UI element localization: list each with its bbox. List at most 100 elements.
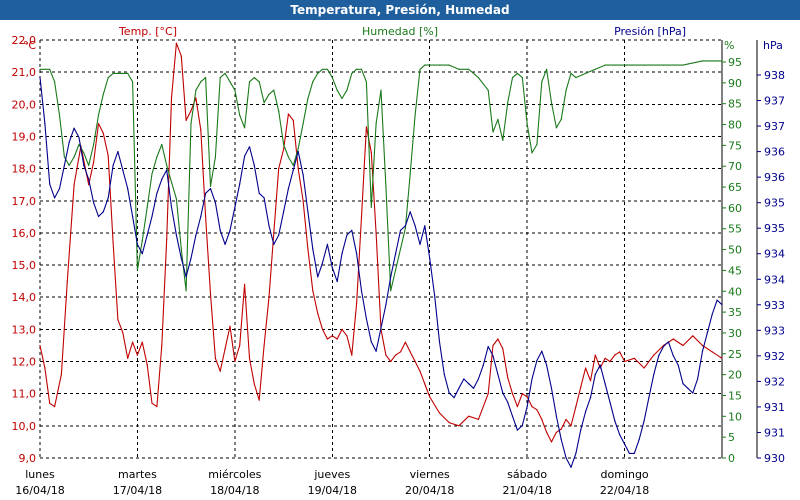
temp-tick-label: 22,0 — [12, 34, 37, 47]
temp-data-point — [511, 393, 514, 395]
pressure-data-point — [326, 243, 328, 245]
humidity-data-point — [458, 68, 460, 70]
temp-tick-label: 19,0 — [12, 130, 37, 143]
humidity-data-point — [546, 68, 548, 70]
temp-data-point — [136, 354, 138, 356]
temp-data-point — [682, 344, 684, 347]
humidity-tick-label: 70 — [728, 160, 742, 173]
humidity-data-point — [438, 64, 441, 66]
pressure-data-point — [653, 373, 655, 375]
temp-data-point — [521, 393, 523, 395]
humidity-tick-label: 35 — [728, 306, 742, 319]
temp-data-point — [190, 110, 192, 112]
humidity-data-point — [565, 89, 567, 91]
humidity-tick-label: 0 — [728, 452, 735, 465]
temp-data-point — [541, 418, 543, 420]
temp-data-point — [701, 344, 704, 347]
temp-data-point — [170, 97, 173, 99]
humidity-data-point — [419, 68, 421, 70]
humidity-tick-label: 5 — [728, 431, 735, 444]
temp-tick-label: 21,0 — [12, 66, 37, 79]
humidity-unit-label: % — [724, 39, 734, 52]
humidity-data-point — [424, 64, 426, 66]
temp-data-point — [312, 290, 314, 292]
humidity-data-point — [375, 123, 377, 125]
temp-data-point — [468, 415, 470, 417]
pressure-series-line — [39, 77, 723, 468]
temp-data-point — [336, 338, 338, 340]
pressure-data-point — [682, 383, 684, 385]
humidity-data-point — [170, 181, 173, 183]
pressure-data-point — [54, 197, 56, 199]
humidity-tick-label: 60 — [728, 202, 742, 215]
humidity-tick-label: 85 — [728, 98, 742, 111]
humidity-tick-label: 10 — [728, 410, 742, 423]
humidity-data-point — [297, 148, 299, 150]
humidity-data-point — [604, 64, 606, 66]
temp-data-point — [248, 357, 251, 359]
day-date-label: 20/04/18 — [405, 484, 454, 497]
pressure-data-point — [268, 225, 270, 227]
humidity-data-point — [351, 72, 353, 74]
temp-data-point — [175, 42, 177, 44]
humidity-data-point — [156, 156, 158, 158]
humidity-data-point — [502, 139, 504, 141]
pressure-data-point — [711, 313, 713, 315]
temp-data-point — [161, 344, 163, 347]
pressure-data-point — [570, 466, 572, 468]
humidity-tick-label: 30 — [728, 327, 742, 340]
pressure-data-point — [624, 443, 626, 445]
temp-data-point — [614, 354, 616, 356]
pressure-data-point — [170, 206, 173, 208]
temp-data-point — [424, 383, 426, 385]
humidity-data-point — [166, 164, 168, 166]
temp-data-point — [448, 422, 450, 424]
pressure-data-point — [102, 211, 104, 213]
pressure-tick-label: 936 — [764, 171, 785, 184]
pressure-data-point — [122, 169, 124, 171]
day-name-label: domingo — [600, 468, 648, 481]
pressure-tick-label: 932 — [764, 350, 785, 363]
pressure-data-point — [628, 452, 631, 454]
temp-data-point — [570, 425, 572, 427]
humidity-data-point — [263, 102, 265, 104]
humidity-data-point — [448, 64, 450, 66]
pressure-data-point — [78, 136, 80, 139]
pressure-data-point — [380, 327, 382, 329]
pressure-data-point — [482, 364, 484, 366]
humidity-data-point — [492, 131, 494, 133]
temp-data-point — [390, 360, 392, 363]
pressure-data-point — [404, 225, 406, 227]
pressure-data-point — [365, 318, 367, 320]
humidity-data-point — [122, 72, 124, 74]
pressure-data-point — [492, 355, 494, 357]
humidity-data-point — [429, 64, 431, 66]
temp-data-point — [429, 396, 431, 398]
pressure-data-point — [721, 304, 723, 306]
pressure-data-point — [458, 387, 460, 389]
pressure-data-point — [58, 188, 61, 190]
humidity-data-point — [146, 206, 148, 208]
humidity-data-point — [380, 89, 382, 91]
humidity-data-point — [331, 77, 333, 79]
humidity-data-point — [141, 240, 143, 242]
humidity-data-point — [244, 127, 246, 129]
humidity-data-point — [224, 72, 226, 74]
pressure-axis-title: Presión [hPa] — [614, 25, 686, 38]
humidity-data-point — [209, 185, 212, 187]
pressure-data-point — [370, 341, 372, 343]
pressure-data-point — [453, 397, 455, 399]
humidity-data-point — [614, 64, 616, 66]
temp-data-point — [477, 418, 479, 420]
humidity-data-point — [356, 68, 358, 70]
temp-data-point — [122, 332, 124, 334]
pressure-data-point — [604, 383, 606, 385]
pressure-data-point — [146, 234, 148, 236]
humidity-data-point — [127, 72, 129, 74]
humidity-data-point — [662, 64, 665, 66]
pressure-tick-label: 933 — [764, 324, 785, 337]
humidity-data-point — [390, 290, 392, 292]
humidity-data-point — [346, 89, 348, 91]
pressure-data-point — [253, 164, 255, 166]
humidity-data-point — [239, 114, 241, 116]
